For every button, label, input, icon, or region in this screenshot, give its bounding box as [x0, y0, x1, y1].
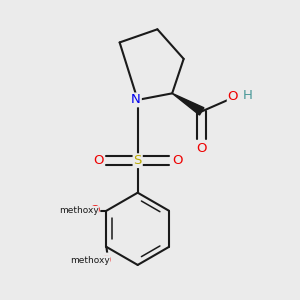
Text: methoxy: methoxy	[59, 206, 98, 215]
Text: N: N	[131, 93, 141, 106]
Text: O: O	[172, 154, 182, 167]
Text: H: H	[243, 89, 253, 102]
Text: S: S	[134, 154, 142, 167]
Text: O: O	[100, 254, 111, 266]
Text: O: O	[228, 90, 238, 103]
Text: O: O	[89, 204, 99, 217]
Text: methoxy: methoxy	[70, 256, 110, 265]
Polygon shape	[172, 93, 204, 115]
Text: O: O	[196, 142, 207, 155]
Text: O: O	[93, 154, 104, 167]
